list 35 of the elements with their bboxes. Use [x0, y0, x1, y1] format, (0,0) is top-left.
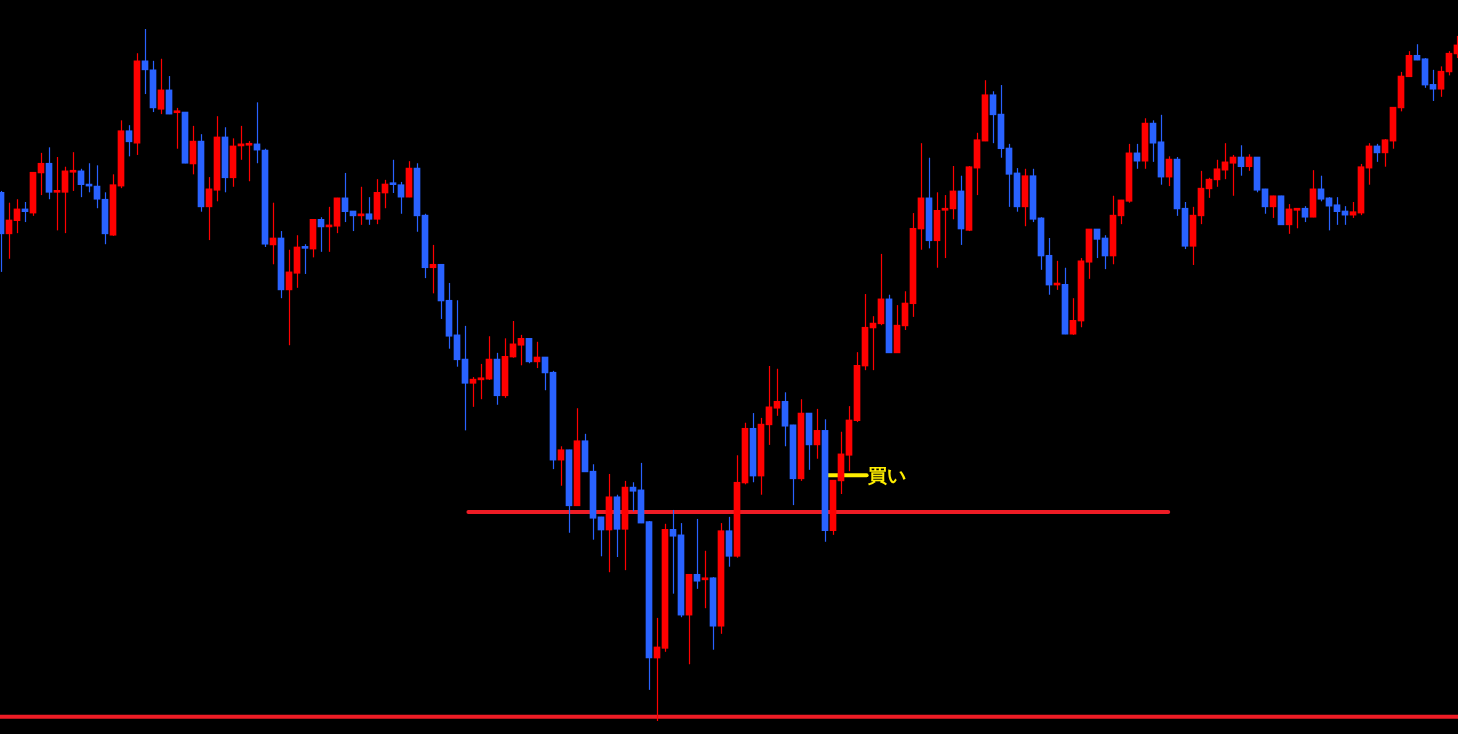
candlestick	[93, 164, 101, 209]
candlestick	[1381, 138, 1389, 168]
candlestick	[125, 124, 133, 157]
candlestick	[69, 151, 77, 192]
candlestick	[1229, 154, 1237, 197]
ref-line-label: 買い	[866, 464, 906, 487]
candlestick	[1149, 119, 1157, 163]
candlestick	[669, 509, 677, 595]
candlestick	[1293, 207, 1301, 229]
candlestick	[517, 334, 525, 366]
candlestick	[941, 194, 949, 259]
candlestick	[1333, 196, 1341, 226]
candlestick	[1269, 195, 1277, 219]
candlestick	[1213, 159, 1221, 188]
candlestick	[629, 481, 637, 512]
candlestick	[1405, 50, 1413, 78]
candlestick	[1429, 69, 1437, 102]
candlestick	[1437, 65, 1445, 98]
candlestick	[701, 550, 709, 609]
candlestick	[1069, 297, 1077, 336]
candlestick	[53, 156, 61, 231]
candlestick	[469, 376, 477, 408]
candlestick	[1133, 143, 1141, 170]
candlestick	[989, 90, 997, 144]
candlestick	[397, 181, 405, 215]
candlestick	[61, 166, 69, 234]
candlestick	[157, 58, 165, 115]
candlestick	[301, 243, 309, 275]
candlestick	[477, 363, 485, 400]
candlestick	[245, 140, 253, 182]
candlestick	[365, 196, 373, 226]
candlestick	[389, 159, 397, 194]
candlestick	[173, 107, 181, 150]
candlestick	[693, 518, 701, 590]
candlestick	[773, 368, 781, 417]
